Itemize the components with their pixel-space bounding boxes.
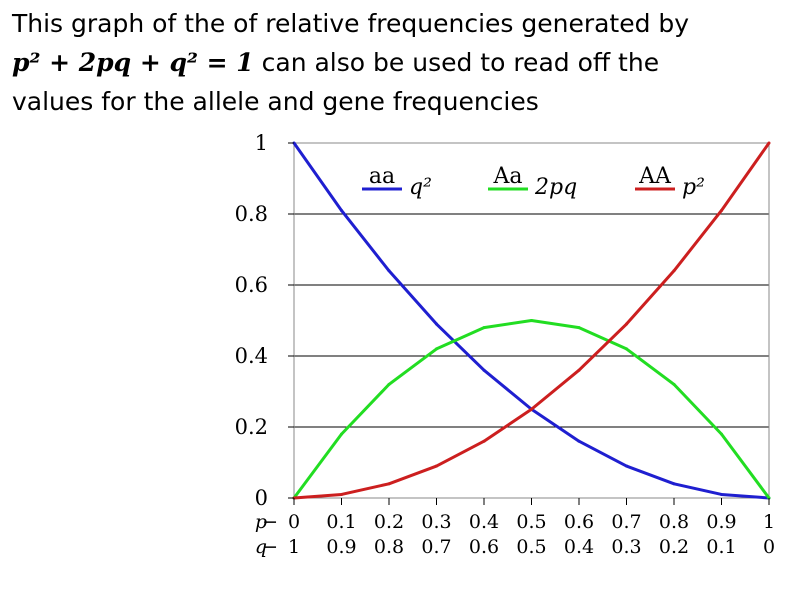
series-aa-point (435, 322, 438, 326)
legend: aa q² Aa 2pq AA p² (362, 164, 705, 200)
series-AA-point (340, 492, 343, 496)
series-aa-point (720, 492, 723, 496)
legend-aa-expression: q² (409, 175, 432, 200)
series-Aa-point (435, 347, 438, 351)
p-tick-label: 0.2 (374, 511, 404, 533)
series-Aa-point (482, 326, 486, 330)
q-tick-label: 0.5 (516, 536, 546, 558)
p-tick-label: 0.1 (326, 511, 356, 533)
q-tick-label: 0.2 (659, 536, 689, 558)
series-AA-point (767, 141, 771, 145)
p-axis-dash: − (262, 511, 278, 533)
series-Aa-point (340, 432, 343, 436)
p-tick-label: 0.7 (611, 511, 641, 533)
series-Aa-point (387, 382, 391, 386)
y-tick-label: 0.4 (235, 344, 268, 368)
legend-AA-name: AA (638, 164, 672, 189)
y-tick-label: 0.2 (235, 415, 268, 439)
p-tick-label: 0 (288, 511, 300, 533)
q-tick-label: 0.9 (326, 536, 356, 558)
series-Aa-point (530, 319, 533, 322)
q-axis-label: q (255, 536, 267, 558)
caption-line-3: values for the allele and gene frequenci… (12, 87, 539, 116)
p-tick-label: 0.5 (516, 511, 546, 533)
series-AA-point (625, 322, 628, 326)
p-axis-label: p (255, 511, 267, 533)
series-Aa-point (720, 432, 723, 436)
series-aa-point (387, 269, 391, 273)
q-tick-label: 0.6 (469, 536, 499, 558)
legend-aa-name: aa (369, 164, 395, 189)
legend-Aa-name: Aa (492, 164, 522, 189)
series-AA-point (720, 208, 723, 212)
series-aa-point (482, 368, 486, 372)
series-Aa-point (672, 382, 676, 386)
series-AA-point (435, 464, 438, 468)
caption-line-1: This graph of the of relative frequencie… (12, 9, 690, 38)
curves (292, 141, 771, 500)
series-AA-point (530, 407, 533, 411)
caption: This graph of the of relative frequencie… (12, 4, 782, 121)
series-AA-point (387, 482, 391, 486)
series-aa-point (577, 439, 581, 443)
caption-line-2: p² + 2pq + q² = 1 can also be used to re… (12, 43, 782, 82)
caption-line-2-text: can also be used to read off the (253, 48, 660, 77)
series-AA-point (482, 439, 486, 443)
q-tick-label: 1 (288, 536, 300, 558)
p-tick-label: 0.4 (469, 511, 499, 533)
legend-Aa-expression: 2pq (534, 175, 577, 200)
q-tick-label: 0.4 (564, 536, 594, 558)
p-tick-label: 0.6 (564, 511, 594, 533)
p-tick-label: 0.9 (706, 511, 736, 533)
q-tick-label: 0 (763, 536, 775, 558)
series-aa-point (340, 208, 343, 212)
y-tick-label: 1 (255, 131, 268, 155)
q-tick-label: 0.1 (706, 536, 736, 558)
q-tick-label: 0.3 (611, 536, 641, 558)
p-tick-label: 0.8 (659, 511, 689, 533)
y-axis-ticks: 0 0.2 0.4 0.6 0.8 1 (235, 131, 294, 510)
p-tick-label: 1 (763, 511, 775, 533)
x-axis-ticks: 0 1 0.1 0.9 0.2 0.8 0.3 0.7 0.4 0.6 0.5 0.5 0.6 0.4 0.… (255, 498, 775, 558)
hardy-weinberg-equation: p² + 2pq + q² = 1 (12, 48, 254, 77)
y-tick-label: 0.8 (235, 202, 268, 226)
y-tick-label: 0 (255, 486, 268, 510)
p-tick-label: 0.3 (421, 511, 451, 533)
series-AA-point (672, 269, 676, 273)
series-Aa-point (625, 347, 628, 351)
series-AA-point (577, 368, 581, 372)
q-axis-dash: − (262, 536, 278, 558)
legend-AA-expression: p² (682, 175, 705, 200)
y-tick-label: 0.6 (235, 273, 268, 297)
gridlines (294, 213, 769, 428)
series-aa-point (672, 482, 676, 486)
series-Aa-point (577, 326, 581, 330)
q-tick-label: 0.8 (374, 536, 404, 558)
q-tick-label: 0.7 (421, 536, 451, 558)
series-aa-point (625, 464, 628, 468)
